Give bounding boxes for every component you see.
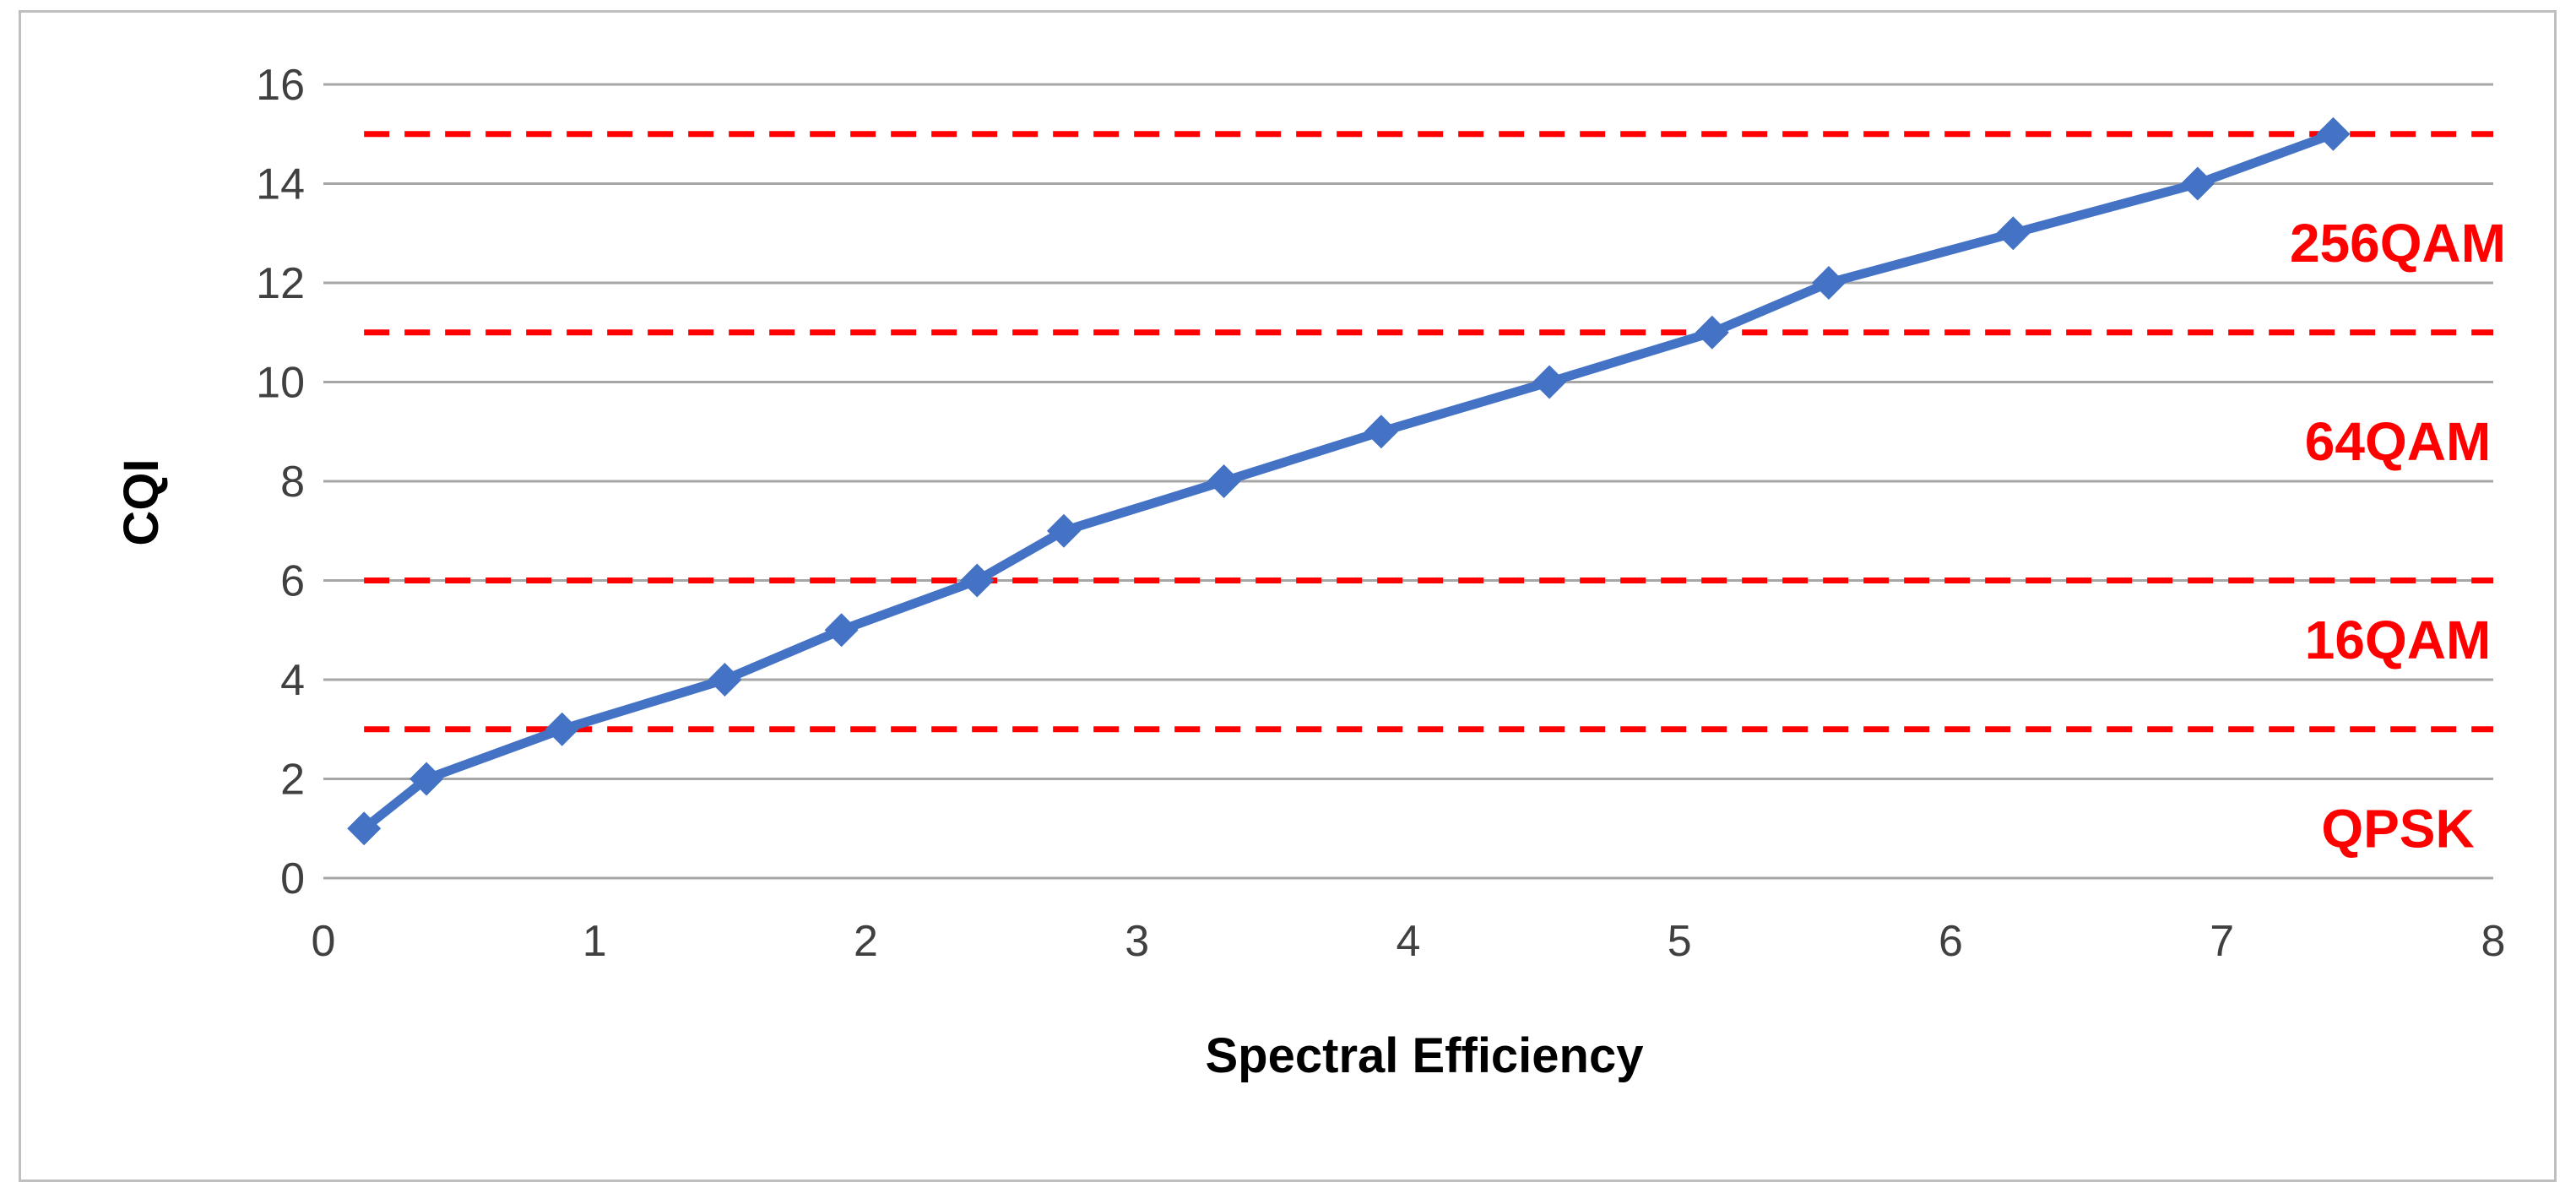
y-tick-label-2: 2 — [280, 756, 305, 805]
threshold-lines — [364, 131, 2493, 733]
data-point-11 — [1811, 266, 1846, 300]
data-point-1 — [409, 762, 444, 796]
x-tick-label-0: 0 — [312, 917, 336, 966]
y-tick-label-0: 0 — [280, 854, 305, 903]
y-tick-label-8: 8 — [280, 458, 305, 507]
y-tick-label-10: 10 — [256, 359, 305, 408]
data-point-6 — [1047, 513, 1082, 548]
data-point-14 — [2316, 117, 2351, 151]
data-point-2 — [545, 712, 579, 746]
y-tick-label-16: 16 — [256, 61, 305, 110]
data-point-7 — [1207, 464, 1241, 498]
x-tick-label-8: 8 — [2481, 917, 2506, 966]
grid — [323, 83, 2493, 880]
x-axis-title: Spectral Efficiency — [1206, 1028, 1644, 1083]
data-point-13 — [2180, 166, 2215, 201]
data-point-12 — [1996, 216, 2031, 251]
chart-frame: 0 2 4 6 8 10 12 14 16 0 1 2 3 4 5 6 7 8 QPSK 16QAM 64QAM 256… — [19, 10, 2557, 1182]
x-tick-label-7: 7 — [2210, 917, 2234, 966]
y-tick-label-14: 14 — [256, 160, 305, 209]
band-label-64qam: 64QAM — [2305, 411, 2492, 472]
y-tick-label-12: 12 — [256, 259, 305, 308]
x-tick-label-6: 6 — [1939, 917, 1963, 966]
data-point-3 — [708, 663, 742, 697]
data-point-9 — [1532, 365, 1567, 399]
data-point-5 — [960, 563, 995, 598]
x-tick-label-1: 1 — [583, 917, 607, 966]
band-label-qpsk: QPSK — [2321, 798, 2474, 859]
data-point-4 — [824, 613, 859, 648]
data-point-0 — [347, 811, 382, 846]
data-point-8 — [1364, 415, 1398, 449]
band-labels: QPSK 16QAM 64QAM 256QAM — [2290, 213, 2506, 859]
band-label-16qam: 16QAM — [2305, 610, 2492, 670]
x-tick-label-3: 3 — [1125, 917, 1149, 966]
y-axis-title: CQI — [114, 458, 169, 545]
x-tick-label-5: 5 — [1668, 917, 1692, 966]
x-tick-label-2: 2 — [854, 917, 878, 966]
y-tick-label-4: 4 — [280, 656, 305, 705]
data-point-10 — [1695, 315, 1729, 350]
x-tick-label-4: 4 — [1396, 917, 1421, 966]
y-tick-label-6: 6 — [280, 557, 305, 606]
series-layer — [347, 117, 2351, 846]
band-label-256qam: 256QAM — [2290, 213, 2506, 274]
